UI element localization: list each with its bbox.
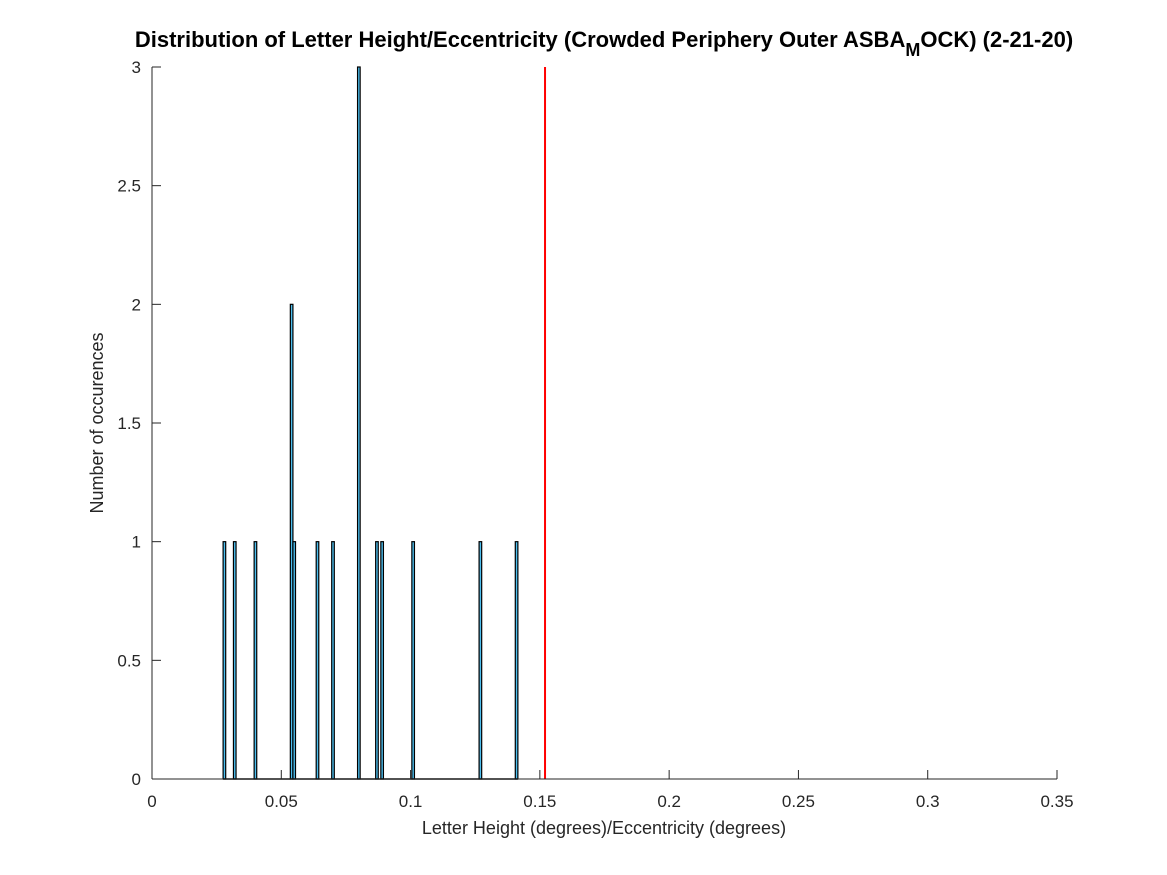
histogram-bar [380, 541, 385, 780]
x-tick-label: 0.05 [265, 792, 298, 811]
x-tick-label: 0.35 [1040, 792, 1073, 811]
histogram-bar [253, 541, 258, 780]
histogram-bar [315, 541, 320, 780]
histogram-bar [356, 66, 361, 780]
histogram-bar [411, 541, 416, 780]
y-tick-label: 3 [132, 58, 141, 77]
histogram-bar [232, 541, 237, 780]
histogram-bar [478, 541, 483, 780]
x-tick-label: 0.2 [657, 792, 681, 811]
y-tick-label: 0 [132, 770, 141, 789]
y-tick-label: 1 [132, 533, 141, 552]
histogram-bar [331, 541, 335, 780]
x-tick-label: 0.25 [782, 792, 815, 811]
y-tick-label: 2.5 [117, 177, 141, 196]
y-tick-label: 1.5 [117, 414, 141, 433]
y-tick-label: 0.5 [117, 651, 141, 670]
x-tick-label: 0.15 [523, 792, 556, 811]
y-axis-label: Number of occurences [87, 332, 107, 513]
chart-title: Distribution of Letter Height/Eccentrici… [135, 27, 1073, 60]
plot-area: 0 0.05 0.1 0.15 0.2 0.25 0.3 0.35 0 0.5 1 1.5 2 2.5 3 [117, 58, 1073, 811]
histogram-bar [375, 541, 379, 780]
chart-title-subscript: M [905, 40, 920, 60]
x-tick-label: 0.3 [916, 792, 940, 811]
histogram-bar [514, 541, 519, 780]
chart-title-rest: OCK) (2-21-20) [920, 27, 1073, 52]
x-axis-label: Letter Height (degrees)/Eccentricity (de… [422, 818, 786, 838]
histogram-bar [222, 541, 227, 780]
x-tick-label: 0 [147, 792, 156, 811]
histogram-bar [292, 541, 297, 780]
x-tick-label: 0.1 [399, 792, 423, 811]
y-tick-label: 2 [132, 295, 141, 314]
chart-title-main: Distribution of Letter Height/Eccentrici… [135, 27, 906, 52]
